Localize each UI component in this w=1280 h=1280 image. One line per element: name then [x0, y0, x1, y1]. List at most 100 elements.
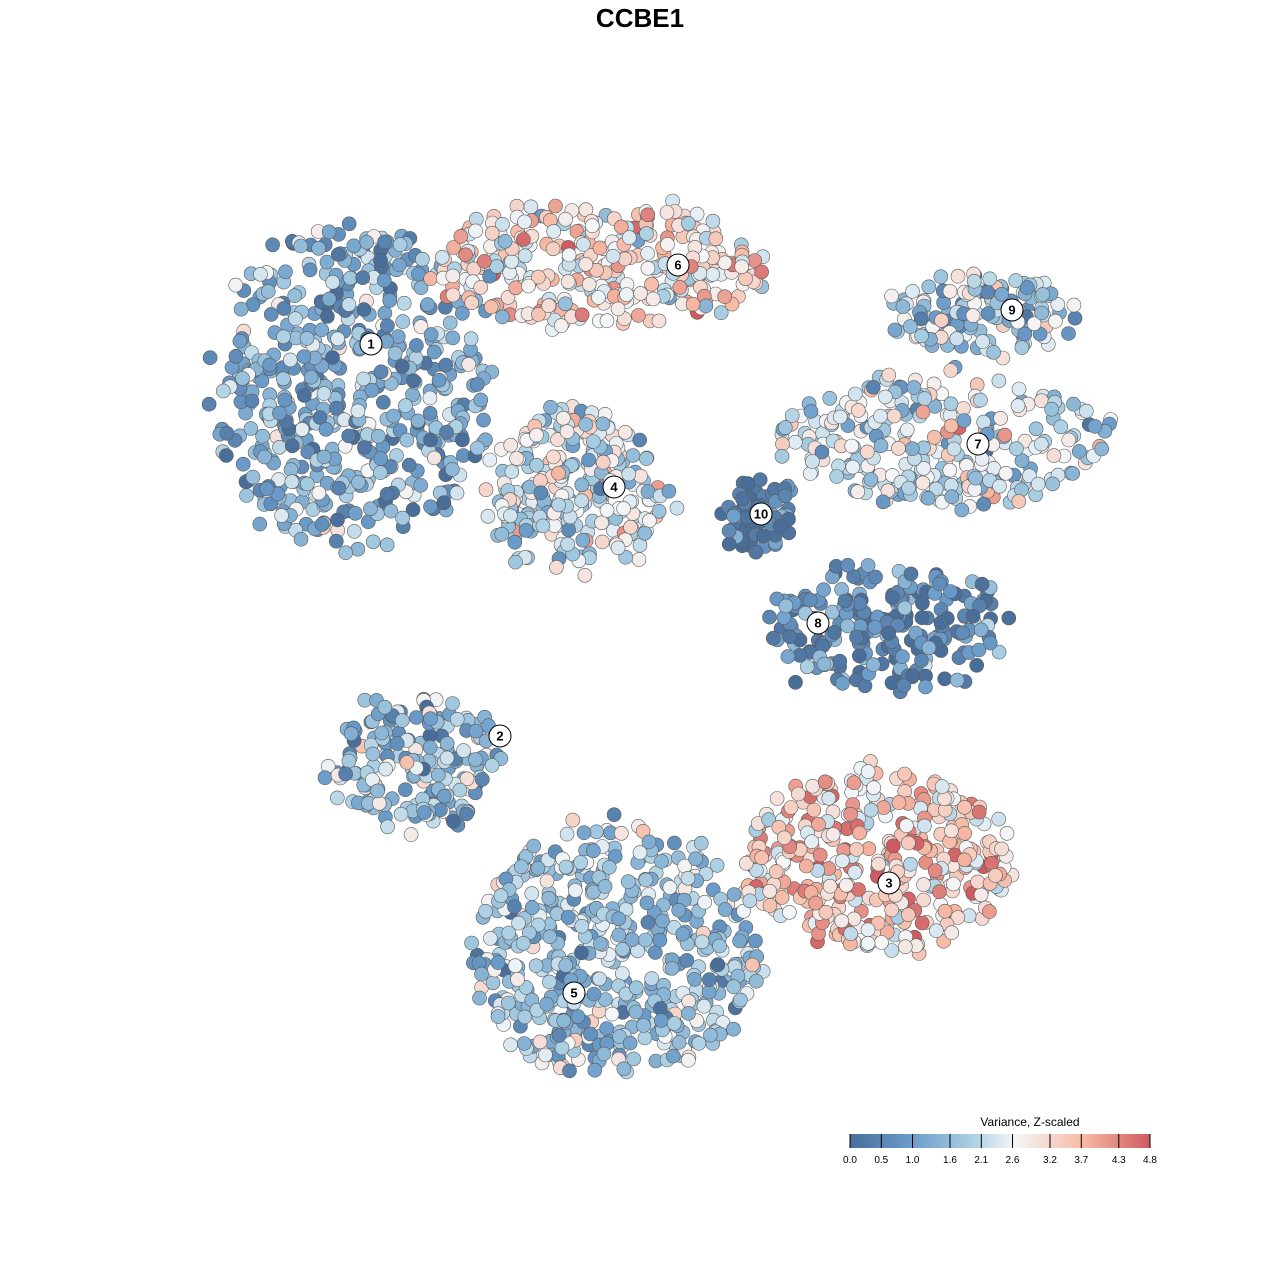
data-point — [501, 925, 517, 941]
data-point — [928, 923, 944, 939]
cluster-label-text: 8 — [814, 616, 821, 631]
data-point — [973, 392, 988, 408]
data-point — [631, 552, 647, 567]
data-point — [468, 723, 484, 739]
data-point — [834, 853, 850, 869]
data-point — [687, 972, 702, 987]
data-point — [439, 736, 455, 751]
data-point — [1028, 421, 1044, 437]
data-point — [1035, 287, 1051, 302]
data-point — [282, 352, 298, 368]
data-point — [798, 858, 814, 874]
data-point — [484, 758, 500, 773]
data-point — [370, 783, 385, 799]
data-point — [449, 485, 465, 501]
data-point — [899, 422, 915, 438]
data-point — [973, 887, 989, 903]
data-point — [865, 657, 881, 673]
data-point — [777, 488, 793, 504]
data-point — [543, 399, 558, 415]
data-point — [311, 241, 326, 256]
data-point — [476, 412, 491, 428]
data-point — [901, 907, 916, 923]
data-point — [510, 972, 525, 987]
data-point — [901, 835, 916, 851]
colorbar-tick-label: 2.6 — [1006, 1155, 1020, 1166]
data-point — [373, 451, 389, 466]
data-point — [599, 1021, 615, 1036]
data-point — [640, 207, 656, 223]
data-point — [592, 971, 607, 987]
data-point — [636, 1018, 651, 1033]
data-point — [455, 432, 470, 448]
data-point — [619, 287, 634, 302]
data-point — [611, 927, 627, 943]
data-point — [914, 328, 929, 344]
data-point — [965, 308, 981, 323]
data-point — [610, 301, 626, 317]
data-point — [818, 904, 834, 920]
data-point — [701, 984, 717, 1000]
data-point — [997, 427, 1013, 443]
cluster-label-text: 2 — [496, 729, 503, 744]
data-point — [532, 1034, 548, 1050]
data-point — [391, 257, 407, 273]
data-point — [752, 472, 768, 488]
data-point — [565, 812, 581, 828]
data-point — [874, 935, 889, 950]
data-point — [394, 359, 410, 374]
data-point — [546, 449, 561, 465]
cluster-label-3: 3 — [877, 871, 901, 895]
data-point — [1020, 280, 1035, 295]
data-point — [535, 518, 551, 534]
data-point — [276, 329, 291, 345]
data-point — [574, 945, 589, 961]
data-point — [278, 264, 293, 280]
cluster-label-10: 10 — [749, 502, 773, 526]
data-point — [976, 496, 992, 512]
data-point — [937, 903, 953, 919]
data-point — [837, 593, 853, 609]
data-point — [624, 932, 640, 948]
data-point — [575, 532, 591, 548]
data-point — [474, 772, 490, 787]
data-point — [851, 882, 866, 897]
data-point — [581, 277, 597, 292]
data-point — [903, 566, 919, 582]
data-point — [377, 305, 393, 321]
data-point — [867, 619, 883, 635]
data-point — [970, 874, 986, 890]
data-point — [584, 218, 600, 233]
data-point — [843, 926, 859, 941]
data-point — [445, 287, 461, 303]
data-point — [422, 405, 438, 421]
data-point — [379, 537, 395, 553]
data-point — [314, 517, 330, 532]
data-point — [589, 824, 604, 840]
data-point — [620, 874, 636, 890]
data-point — [228, 277, 243, 293]
data-point — [825, 827, 841, 842]
data-point — [640, 915, 656, 930]
data-point — [272, 405, 287, 421]
data-point — [338, 766, 353, 782]
data-point — [616, 501, 631, 516]
colorbar-tick-label: 2.1 — [974, 1155, 988, 1166]
data-point — [691, 1036, 707, 1051]
data-point — [341, 428, 357, 444]
data-point — [526, 838, 542, 854]
data-point — [1034, 436, 1049, 452]
data-point — [698, 298, 714, 314]
data-point — [561, 522, 576, 538]
data-point — [430, 767, 446, 783]
data-point — [957, 852, 972, 868]
data-point — [365, 534, 381, 550]
cluster-label-text: 1 — [367, 337, 374, 352]
data-point — [445, 268, 461, 284]
data-point — [253, 266, 268, 282]
data-point — [263, 307, 279, 322]
data-point — [330, 247, 346, 262]
data-point — [284, 474, 300, 490]
data-point — [423, 271, 438, 286]
data-point — [346, 238, 362, 254]
